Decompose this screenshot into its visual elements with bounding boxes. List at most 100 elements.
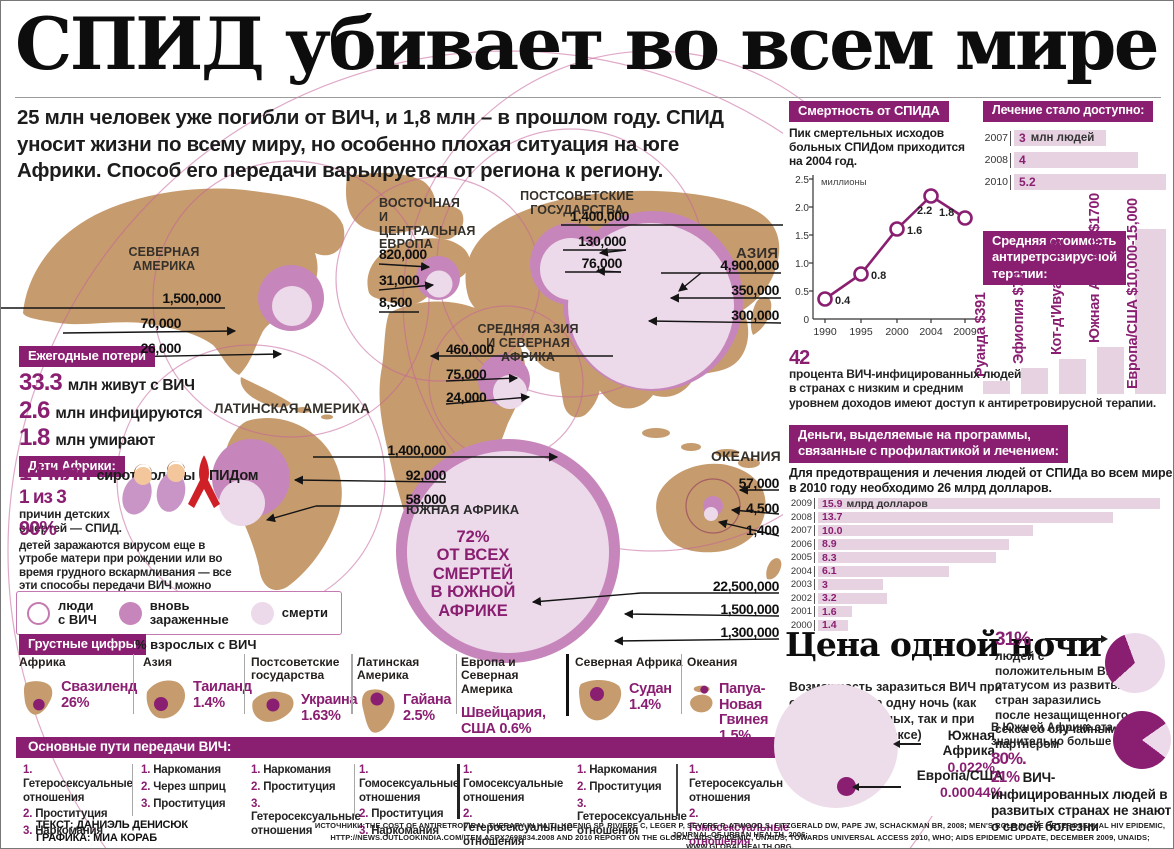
post-soviet-map-thumb — [252, 691, 294, 722]
y-tick: 0 — [803, 315, 809, 326]
column-divider — [456, 654, 457, 714]
funding-value: 6.1 — [822, 565, 837, 577]
sad-region-label: Океания — [687, 655, 738, 669]
treatment-bar: 3 млн людей — [1014, 130, 1106, 146]
oceania-map-thumb — [690, 685, 713, 713]
sa-hiv-count: 22,500,000 — [712, 578, 779, 594]
treatment-value: 5.2 — [1019, 175, 1036, 189]
credit-text: ТЕКСТ: ДАНИЭЛЬ ДЕНИСЮК — [36, 819, 188, 831]
funding-value: 15.9 — [822, 497, 843, 510]
sad-country-value: Судан 1.4% — [629, 681, 672, 713]
sad-region-label: Постсоветские государства — [251, 655, 340, 683]
funding-year: 2003 — [789, 579, 815, 591]
funding-bar: 15.9 млрд долларов — [818, 497, 1160, 510]
la-hiv-count: 1,400,000 — [387, 442, 446, 458]
ece-hiv-count: 820,000 — [379, 246, 427, 262]
column-divider-thick — [566, 654, 569, 716]
oc-new-count: 4,500 — [745, 500, 779, 516]
la-new-count: 92,000 — [405, 467, 447, 483]
funding-bar: 13.7 — [818, 511, 1113, 523]
pie-chart-80 — [1113, 711, 1171, 769]
funding-value: 1.6 — [822, 605, 837, 618]
north-africa-map-thumb — [579, 680, 622, 721]
big-bubble-label: Южная Африка 0.022% — [913, 728, 995, 775]
stat21-text: ВИЧ-инфицированных людей в развитых стра… — [991, 770, 1172, 835]
legend-new-icon — [118, 601, 142, 625]
funding-suffix: млрд долларов — [846, 497, 928, 510]
intro-text: 25 млн человек уже погибли от ВИЧ, и 1,8… — [17, 106, 724, 183]
sources-line-1: ИСТОЧНИКИ:THE COST OF ANTIRETROVIRAL THE… — [314, 821, 1166, 839]
treatment-year: 2008 — [983, 152, 1011, 168]
stat21-block: 21% ВИЧ-инфицированных людей в развитых … — [991, 769, 1173, 835]
deaths-circles — [219, 223, 734, 653]
funding-value: 3.2 — [822, 592, 837, 604]
aids-ribbon-icon — [188, 455, 220, 508]
point-label: 0.4 — [835, 295, 851, 307]
page-title: СПИД убивает во всем мире — [15, 1, 1160, 86]
point-label: 2.2 — [917, 205, 932, 217]
sad-country-value: Папуа- Новая Гвинея 1.5% — [719, 681, 769, 744]
children-header: Дети Африки: — [19, 456, 125, 478]
cost-bar-europe-usa — [1135, 229, 1166, 394]
sad-country-value: Швейцария, США 0.6% — [461, 705, 546, 737]
title-divider — [15, 97, 1161, 98]
transmission-col-africa: Гетеросексуальные отношения Проституция … — [23, 764, 135, 842]
y-tick: 1.5 — [795, 231, 809, 242]
can-hiv-count: 460,000 — [446, 341, 494, 357]
sad-country-value: Свазиленд 26% — [61, 679, 137, 711]
transmission-item: Гетеросексуальные отношения — [689, 777, 799, 804]
treatment-value: 4 — [1019, 153, 1026, 167]
ps-hiv-count: 1,400,000 — [570, 208, 629, 224]
funding-bar: 8.3 — [818, 552, 996, 564]
y-tick: 2.0 — [795, 203, 809, 214]
treatment-year: 2007 — [983, 130, 1011, 146]
stat80-number: 80%. — [991, 749, 1027, 768]
y-tick: 1.0 — [795, 259, 809, 270]
cost-label-ethiopia: Эфиопия $705 — [1011, 264, 1027, 364]
arrow-to-big-bubble — [893, 740, 921, 747]
asia-hiv-count: 4,900,000 — [720, 257, 779, 273]
annual-losses-row: 2.6 млн инфицируются — [19, 397, 203, 425]
mortality-header: Смертность от СПИДА — [789, 101, 949, 123]
sources-line-2: HTTP://NEWS.OUTLOOKINDIA.COM/ITEM.ASPX?6… — [330, 833, 1150, 849]
column-divider — [354, 764, 355, 816]
region-label-oceania: ОКЕАНИЯ — [711, 448, 781, 464]
transmission-item: Гомосексуальные отношения — [359, 777, 460, 804]
africa-map-thumb — [23, 681, 53, 715]
region-label-east-central-europe: ВОСТОЧНАЯ И ЦЕНТРАЛЬНАЯ ЕВРОПА — [379, 196, 476, 252]
sad-region-label: Африка — [19, 655, 66, 669]
funding-bar: 1.4 — [818, 619, 848, 631]
children-s3-num: 90% — [19, 518, 57, 540]
stat31-text: людей с положительным ВИЧ-статусом из ра… — [995, 649, 1129, 751]
column-divider — [133, 654, 134, 714]
north-america — [23, 188, 345, 375]
sad-country-value: Украина 1.63% — [301, 691, 358, 724]
asia-map-thumb — [146, 680, 185, 719]
transmission-item: Проституция — [589, 780, 662, 793]
cost-bar-south-africa — [1097, 347, 1124, 394]
transmission-col-latin-america: Гомосексуальные отношения Проституция На… — [359, 764, 471, 842]
column-divider — [351, 654, 353, 714]
sad-col-latin-america: Латинская Америка Гайана 2.5% — [357, 655, 475, 735]
children-s2-text: причин детских смертей — СПИД. — [19, 507, 122, 535]
ece-death-count: 8,500 — [379, 294, 413, 310]
column-divider-thick — [457, 764, 460, 819]
transmission-header: Основные пути передачи ВИЧ: — [16, 737, 789, 758]
funding-year: 2008 — [789, 511, 815, 523]
x-tick: 2000 — [885, 326, 909, 338]
transmission-item: Проституция — [153, 797, 226, 810]
funding-header: Деньги, выделяемые на программы, связанн… — [789, 425, 1068, 463]
transmission-item-highlighted: Гомосексуальные отношения — [689, 822, 790, 848]
y-tick: 0.5 — [795, 287, 809, 298]
small-bubble-name: Европа/США — [916, 768, 1003, 783]
access42-line2: в странах с низким и средним — [789, 381, 964, 395]
south-africa-callout: 72% ОТ ВСЕХ СМЕРТЕЙ В ЮЖНОЙ АФРИКЕ — [430, 528, 516, 620]
column-divider — [132, 764, 133, 816]
sad-col-post-soviet: Постсоветские государства Украина 1.63% — [251, 655, 369, 727]
treatment-row: 2007 3 млн людей — [983, 127, 1166, 149]
transmission-col-europe-north-america: Гомосексуальные отношения Гетеросексуаль… — [463, 764, 575, 848]
sad-region-label: Латинская Америка — [357, 655, 420, 683]
region-label-latin-america: ЛАТИНСКАЯ АМЕРИКА — [214, 401, 370, 416]
losses-0-text: млн живут с ВИЧ — [67, 377, 195, 394]
